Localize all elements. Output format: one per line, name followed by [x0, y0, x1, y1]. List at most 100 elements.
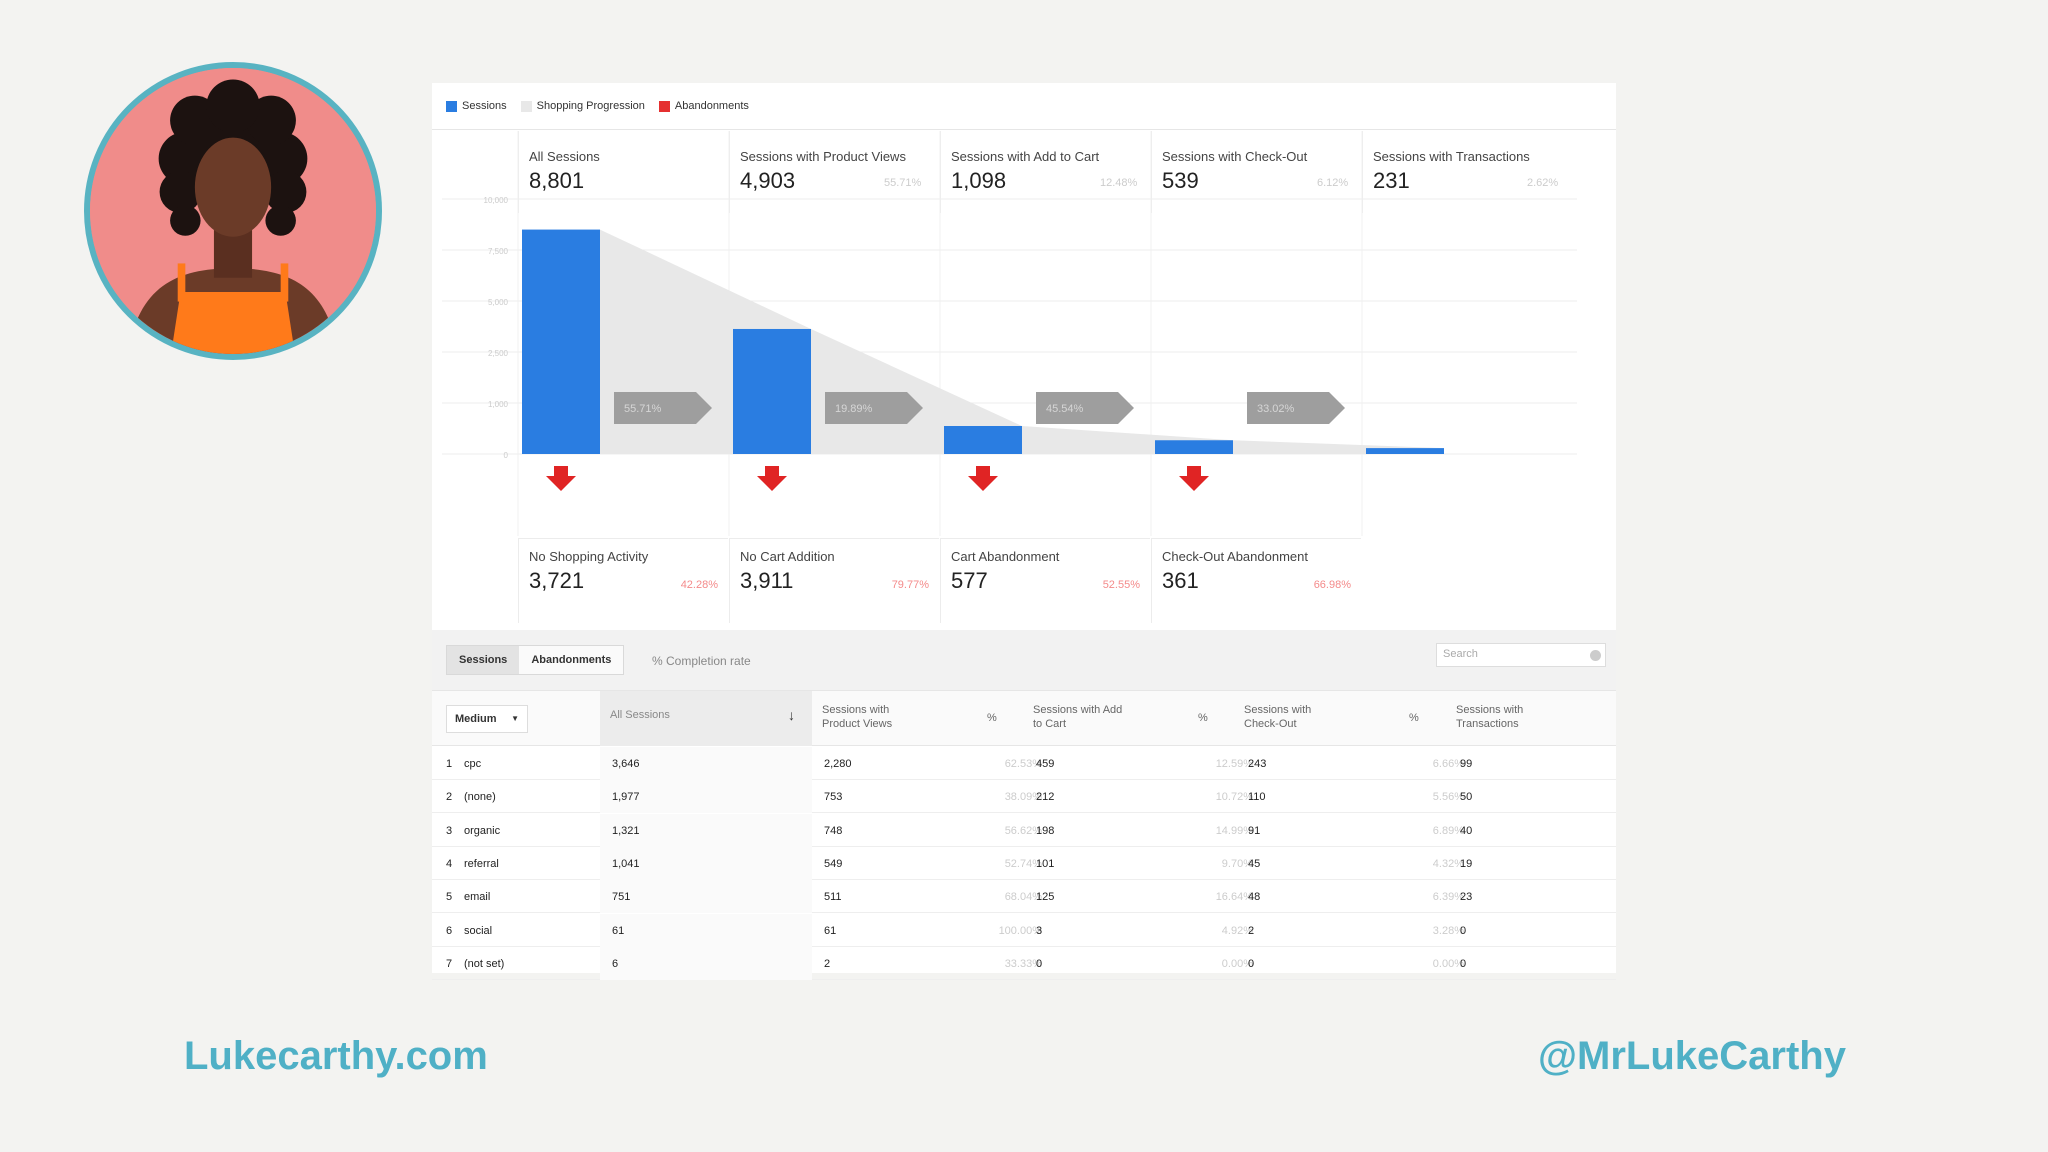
abandonment-value: 3,721	[529, 568, 585, 593]
table-cell: 753	[824, 791, 843, 804]
abandonment-pct: 42.28%	[680, 579, 718, 591]
table-cell: 0.00%	[1432, 957, 1464, 970]
table-cell: 91	[1248, 824, 1261, 837]
abandonment-arrow-icon	[968, 466, 998, 491]
table-cell[interactable]: (none)	[464, 791, 496, 804]
table-cell[interactable]: social	[464, 924, 493, 937]
funnel-step-pct: 2.62%	[1527, 177, 1559, 189]
funnel-step-header: Sessions with Add to Cart 1,098	[940, 131, 1150, 213]
abandonment-block: No Cart Addition 3,911 79.77%	[729, 538, 939, 623]
funnel-step-pct: 6.12%	[1317, 177, 1349, 189]
funnel-step-label: Sessions with Transactions	[1373, 149, 1530, 164]
table-row[interactable]: 6 social 61 61 100.00% 3 4.92% 2 3.28% 0	[432, 913, 1616, 947]
search-input[interactable]: Search	[1436, 643, 1606, 667]
table-cell: 198	[1036, 824, 1055, 837]
funnel-step-value: 4,903	[740, 168, 796, 193]
column-header-pct[interactable]: %	[1409, 712, 1419, 724]
table-row[interactable]: 4 referral 1,041 549 52.74% 101 9.70% 45 4.32% 19	[432, 846, 1616, 880]
table-cell: 0.00%	[1221, 957, 1253, 970]
table-cell: 6.89%	[1432, 824, 1464, 837]
table-row[interactable]: 5 email 751 511 68.04% 125 16.64% 48 6.39% 23	[432, 880, 1616, 914]
table-cell: 61	[824, 924, 837, 937]
table-row[interactable]: 1 cpc 3,646 2,280 62.53% 459 12.59% 243 6.66% 99	[432, 747, 1616, 780]
table-cell: 1	[446, 758, 453, 770]
website-link[interactable]: Lukecarthy.com	[184, 1034, 488, 1078]
table-cell: 125	[1036, 891, 1055, 904]
table-cell[interactable]: email	[464, 891, 491, 904]
column-header-pct[interactable]: %	[987, 712, 997, 724]
table-cell: 3	[1036, 924, 1043, 937]
column-header-transactions[interactable]: Sessions with Transactions	[1456, 704, 1524, 730]
abandonment-pct: 66.98%	[1313, 579, 1351, 591]
table-cell: 2,280	[824, 758, 852, 770]
y-tick-label: 7,500	[488, 247, 509, 256]
sorted-column-cell-bg	[600, 747, 812, 780]
table-cell: 0	[1248, 957, 1255, 970]
table-cell[interactable]: (not set)	[464, 957, 505, 970]
tab-abandonments[interactable]: Abandonments	[531, 654, 612, 666]
table-cell[interactable]: referral	[464, 857, 499, 870]
table-cell: 16.64%	[1215, 891, 1253, 904]
table-cell: 38.09%	[1004, 791, 1042, 804]
legend-item-sessions[interactable]: Sessions	[446, 100, 507, 112]
table-row[interactable]: 7 (not set) 6 2 33.33% 0 0.00% 0 0.00% 0	[432, 946, 1616, 980]
funnel-step-header: Sessions with Transactions 231	[1362, 131, 1572, 213]
legend-swatch	[520, 100, 532, 112]
dimension-select[interactable]: Medium ▼	[446, 705, 528, 733]
table-row[interactable]: 3 organic 1,321 748 56.62% 198 14.99% 91 6.89% 40	[432, 813, 1616, 847]
search-placeholder: Search	[1443, 648, 1478, 660]
legend-item-shopping-progression[interactable]: Shopping Progression	[520, 100, 645, 112]
tab-sessions[interactable]: Sessions	[447, 646, 520, 674]
progression-arrow	[1036, 392, 1134, 424]
table-cell: 56.62%	[1004, 824, 1042, 837]
sessions-bar	[1366, 448, 1444, 454]
table-cell: 1,041	[612, 857, 640, 870]
sorted-column-cell-bg	[600, 846, 812, 880]
table-cell: 511	[824, 891, 842, 904]
column-header-pct[interactable]: %	[1198, 712, 1208, 724]
y-tick-label: 2,500	[488, 349, 509, 358]
funnel-step-label: Sessions with Add to Cart	[951, 149, 1100, 164]
table-cell: 1,321	[612, 824, 640, 837]
legend-label: Shopping Progression	[536, 100, 645, 112]
sorted-column-cell-bg	[600, 880, 812, 914]
y-tick-label: 5,000	[488, 298, 509, 307]
table-cell[interactable]: organic	[464, 824, 501, 837]
column-header-add-to-cart[interactable]: Sessions with Add to Cart	[1033, 704, 1123, 730]
abandonment-arrow-icon	[546, 466, 576, 491]
sorted-column-highlight	[600, 691, 812, 746]
funnel-step-value: 539	[1162, 168, 1199, 193]
table-cell[interactable]: cpc	[464, 758, 482, 770]
table-row[interactable]: 2 (none) 1,977 753 38.09% 212 10.72% 110 5.56% 50	[432, 780, 1616, 814]
sort-down-arrow-icon[interactable]: ↓	[788, 707, 795, 723]
table-cell: 23	[1460, 891, 1473, 904]
column-header-all-sessions[interactable]: All Sessions	[610, 709, 670, 721]
column-header-product-views[interactable]: Sessions with Product Views	[822, 704, 893, 730]
table-cell: 212	[1036, 791, 1055, 804]
legend-item-abandonments[interactable]: Abandonments	[658, 100, 749, 112]
table-cell: 6	[446, 924, 453, 937]
table-cell: 459	[1036, 758, 1055, 770]
funnel-step-label: Sessions with Product Views	[740, 149, 906, 164]
tab-completion-rate[interactable]: % Completion rate	[652, 654, 751, 668]
twitter-handle[interactable]: @MrLukeCarthy	[1538, 1034, 1846, 1078]
table-cell: 7	[446, 957, 453, 970]
abandonment-label: No Shopping Activity	[529, 549, 649, 564]
progression-label: 55.71%	[624, 403, 662, 415]
table-cell: 40	[1460, 824, 1473, 837]
abandonment-value: 577	[951, 568, 988, 593]
table-cell: 751	[612, 891, 631, 904]
sorted-column-cell-bg	[600, 913, 812, 947]
table-cell: 5.56%	[1432, 791, 1464, 804]
table-cell: 52.74%	[1004, 857, 1042, 870]
progression-label: 19.89%	[835, 403, 873, 415]
abandonment-value: 361	[1162, 568, 1199, 593]
table-cell: 5	[446, 891, 453, 904]
table-cell: 101	[1036, 857, 1055, 870]
table-cell: 3,646	[612, 758, 640, 770]
table-cell: 61	[612, 924, 625, 937]
table-cell: 62.53%	[1004, 758, 1042, 770]
column-header-check-out[interactable]: Sessions with Check-Out	[1244, 704, 1312, 730]
clear-search-icon[interactable]	[1590, 650, 1601, 661]
abandonment-block: No Shopping Activity 3,721 42.28%	[518, 538, 728, 623]
